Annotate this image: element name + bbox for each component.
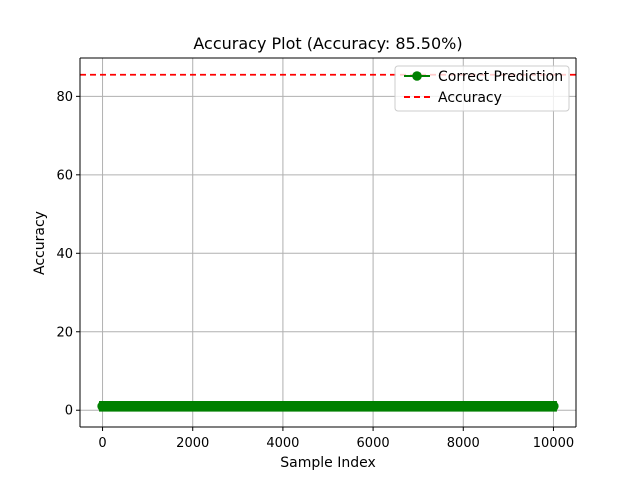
chart-title: Accuracy Plot (Accuracy: 85.50%) <box>193 34 462 53</box>
x-tick-label: 10000 <box>533 436 574 451</box>
x-tick-label: 0 <box>98 436 106 451</box>
x-tick-label: 2000 <box>176 436 209 451</box>
correct-prediction-point <box>131 401 142 412</box>
correct-prediction-point <box>232 401 244 412</box>
correct-prediction-point <box>536 401 548 412</box>
correct-prediction-point <box>198 401 210 412</box>
correct-prediction-point <box>401 401 413 412</box>
y-axis-label: Accuracy <box>32 211 48 275</box>
correct-prediction-point <box>176 401 187 412</box>
correct-prediction-point <box>367 401 379 412</box>
correct-prediction-point <box>514 401 525 412</box>
correct-prediction-point <box>390 401 401 412</box>
correct-prediction-point <box>153 401 165 412</box>
correct-prediction-point <box>187 401 198 412</box>
correct-prediction-point <box>277 401 289 412</box>
correct-prediction-point <box>221 401 232 412</box>
legend-label-correct-prediction: Correct Prediction <box>438 69 563 85</box>
grid-layer <box>80 58 576 427</box>
correct-prediction-point <box>491 401 503 412</box>
correct-prediction-point <box>119 401 131 412</box>
correct-prediction-point <box>164 401 176 412</box>
y-tick-label: 20 <box>56 325 73 340</box>
y-tick-label: 0 <box>65 404 73 419</box>
correct-prediction-point <box>435 401 446 412</box>
correct-prediction-point <box>480 401 492 412</box>
y-tick-label: 40 <box>56 247 73 262</box>
ticks-layer: 0 2000 4000 6000 8000 10000 0 20 40 60 80 <box>56 90 574 451</box>
correct-prediction-point <box>548 401 559 412</box>
correct-prediction-point <box>300 401 311 412</box>
legend-box <box>394 65 570 112</box>
correct-prediction-point <box>446 401 458 412</box>
correct-prediction-point <box>503 401 514 412</box>
correct-prediction-point <box>210 401 221 412</box>
correct-prediction-point <box>334 401 345 412</box>
x-tick-label: 4000 <box>266 436 299 451</box>
correct-prediction-point <box>469 401 480 412</box>
correct-prediction-point <box>266 401 277 412</box>
y-tick-label: 80 <box>56 90 73 105</box>
x-tick-label: 6000 <box>357 436 390 451</box>
correct-prediction-point <box>379 401 390 412</box>
series-layer <box>80 73 576 412</box>
correct-prediction-point <box>525 401 537 412</box>
correct-prediction-point <box>412 401 424 412</box>
correct-prediction-point <box>311 401 322 412</box>
x-axis-label: Sample Index <box>280 455 375 471</box>
correct-prediction-point <box>458 401 469 412</box>
correct-prediction-point <box>288 401 300 412</box>
correct-prediction-point <box>322 401 334 412</box>
correct-prediction-point <box>255 401 266 412</box>
plot-area-background <box>80 58 576 427</box>
correct-prediction-point <box>243 401 255 412</box>
correct-prediction-point <box>345 401 356 412</box>
x-tick-label: 8000 <box>447 436 480 451</box>
correct-prediction-point <box>97 401 108 412</box>
correct-prediction-point <box>424 401 435 412</box>
correct-prediction-point <box>108 401 120 412</box>
axes-layer <box>79 57 577 428</box>
legend-label-accuracy: Accuracy <box>438 90 502 106</box>
legend-correct-prediction-marker <box>412 71 422 81</box>
correct-prediction-point <box>142 401 153 412</box>
legend: Correct Prediction Accuracy <box>394 65 570 112</box>
y-tick-label: 60 <box>56 168 73 183</box>
correct-prediction-point <box>356 401 368 412</box>
